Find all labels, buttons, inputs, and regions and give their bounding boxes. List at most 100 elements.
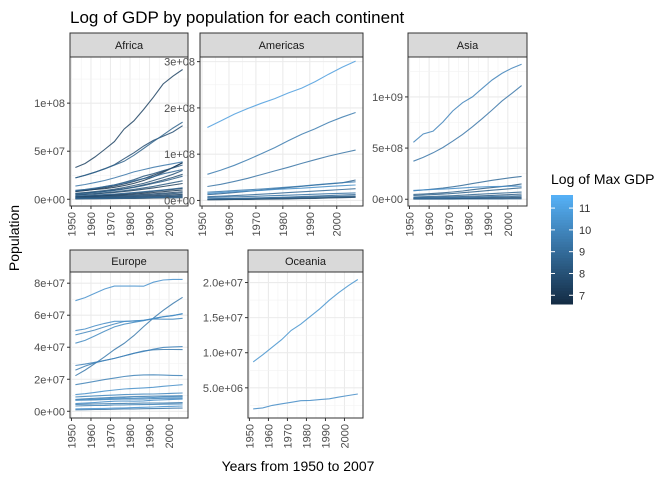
x-tick-label: 1970 [106, 424, 118, 448]
y-tick-label: 1e+09 [372, 92, 403, 104]
x-tick-label: 1990 [305, 212, 317, 236]
legend-colorbar-segment [551, 203, 573, 207]
facet-strip-africa [69, 32, 189, 58]
series-line-africa-18 [75, 192, 183, 198]
series-line-americas-1 [207, 60, 356, 128]
series-line-europe-8 [75, 374, 183, 386]
legend-colorbar-segment [551, 290, 573, 294]
panel-border [199, 56, 364, 207]
y-tick-label: 5e+07 [34, 146, 65, 158]
y-tick-label: 0e+00 [372, 194, 403, 206]
legend-colorbar-segment [551, 265, 573, 270]
legend-colorbar-segment [551, 216, 573, 221]
legend-colorbar-segment [551, 271, 573, 275]
series-lines [75, 278, 183, 411]
legend-colorbar-segment [551, 301, 573, 305]
grid-lines [70, 57, 188, 206]
panel-europe: Europe 0e+00 2e+07 4e+07 6e+07 8e+07 1950 1960 1… [34, 249, 189, 448]
series-line-africa-14 [75, 187, 183, 197]
legend-colorbar-segment [551, 295, 573, 300]
series-line-europe-18 [75, 407, 183, 411]
series-line-europe-15 [75, 402, 183, 405]
series-line-africa-1 [75, 69, 183, 169]
series-lines [75, 69, 183, 200]
x-tick-label: 2000 [332, 212, 344, 236]
series-line-europe-11 [75, 395, 183, 400]
y-tick-label: 2e+07 [34, 374, 65, 386]
x-tick-label: 1970 [444, 212, 456, 236]
legend-colorbar-segment [551, 241, 573, 245]
x-tick-label: 1950 [67, 212, 79, 236]
x-tick-label: 1990 [145, 424, 157, 448]
legend-tick-label: 11 [579, 203, 590, 215]
series-lines [207, 60, 356, 201]
legend-colorbar-segment [551, 211, 573, 215]
x-tick-label: 2000 [164, 424, 176, 448]
series-line-asia-8 [413, 193, 522, 199]
series-lines [252, 279, 359, 410]
legend-tick-label: 10 [579, 225, 591, 237]
series-line-americas-4 [207, 181, 356, 193]
legend-colorbar-segment [551, 227, 573, 231]
panel-oceania: Oceania 5.0e+06 1.0e+07 1.5e+07 2.0e+07 1950 1… [203, 249, 364, 448]
x-tick-label: 1980 [125, 212, 137, 236]
x-tick-label: 1950 [244, 424, 256, 448]
series-line-asia-2 [413, 85, 522, 162]
x-tick-label: 1970 [106, 212, 118, 236]
facet-panels: Africa 0e+00 5e+07 1e+08 1950 1960 1970 1980 199… [34, 32, 528, 448]
legend-colorbar-segment [551, 263, 573, 267]
series-line-africa-6 [75, 162, 183, 193]
y-tick-label: 2e+08 [164, 103, 195, 115]
legend-colorbar-segment [551, 298, 573, 302]
series-line-americas-2 [207, 111, 356, 175]
legend-colorbar: 11 10 9 8 7 [551, 195, 591, 305]
facet-strip-americas [199, 32, 364, 58]
series-line-africa-17 [75, 191, 183, 198]
legend-tick-label: 9 [579, 247, 585, 259]
facet-label-americas: Americas [259, 40, 305, 52]
series-line-africa-9 [75, 169, 183, 194]
x-tick-label: 1980 [302, 424, 314, 448]
panel-border [247, 271, 364, 419]
y-tick-label: 5e+08 [372, 143, 403, 155]
series-line-africa-4 [75, 168, 183, 191]
y-tick-label: 1e+08 [34, 98, 65, 110]
legend-colorbar-segment [551, 274, 573, 278]
panel-africa: Africa 0e+00 5e+07 1e+08 1950 1960 1970 1980 199… [34, 32, 189, 236]
series-line-asia-6 [413, 187, 522, 197]
legend-colorbar-segment [551, 244, 573, 248]
panel-asia: Asia 0e+00 5e+08 1e+09 1950 1960 1970 1980 1990 2… [372, 32, 528, 236]
x-tick-label: 1960 [224, 212, 236, 236]
series-line-europe-9 [75, 384, 183, 396]
legend-colorbar-segment [551, 208, 573, 212]
series-line-americas-8 [207, 192, 356, 199]
x-tick-label: 1960 [424, 212, 436, 236]
y-tick-label: 1e+08 [164, 149, 195, 161]
panel-border [69, 56, 189, 207]
y-tick-label: 8e+07 [34, 278, 65, 290]
series-line-oceania-2 [253, 393, 358, 410]
legend-colorbar-segment [551, 219, 573, 223]
y-tick-label: 1.0e+07 [203, 348, 243, 360]
facet-label-asia: Asia [457, 40, 479, 52]
legend-colorbar-segment [551, 276, 573, 280]
legend-colorbar-segment [551, 238, 573, 242]
legend-colorbar-segment [551, 197, 573, 201]
x-axis-label: Years from 1950 to 2007 [222, 458, 375, 474]
legend-colorbar-segment [551, 233, 573, 237]
chart-title: Log of GDP by population for each contin… [70, 8, 405, 27]
legend-colorbar-segment [551, 224, 573, 229]
x-tick-label: 1980 [278, 212, 290, 236]
legend-colorbar-segment [551, 246, 573, 250]
legend-colorbar-segment [551, 268, 573, 272]
legend-colorbar-segment [551, 200, 573, 204]
x-tick-label: 2000 [164, 212, 176, 236]
x-tick-label: 1970 [282, 424, 294, 448]
x-tick-label: 1950 [405, 212, 417, 236]
x-tick-label: 1950 [197, 212, 209, 236]
panel-background [200, 57, 363, 206]
series-line-asia-7 [413, 191, 522, 198]
x-tick-label: 2000 [340, 424, 352, 448]
series-line-europe-3 [75, 313, 183, 332]
series-lines [413, 63, 522, 200]
